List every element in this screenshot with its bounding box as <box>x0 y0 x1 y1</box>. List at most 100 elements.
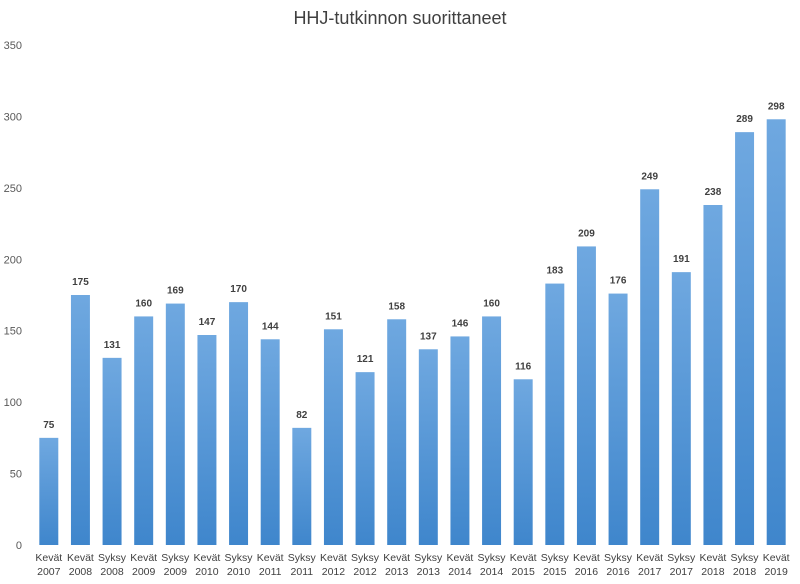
bar <box>418 349 438 545</box>
x-tick-label-year: 2015 <box>543 566 567 578</box>
data-label: 170 <box>230 284 247 295</box>
data-label: 298 <box>768 101 785 112</box>
bar <box>450 336 470 545</box>
x-tick-label-year: 2017 <box>638 566 662 578</box>
bar <box>608 293 628 545</box>
bar <box>39 437 59 545</box>
bar <box>260 339 280 545</box>
bars <box>39 119 786 546</box>
y-tick-label: 350 <box>4 40 22 52</box>
x-tick-label-year: 2009 <box>164 566 188 578</box>
data-label: 169 <box>167 286 184 297</box>
bar <box>640 189 660 546</box>
bar <box>197 335 217 545</box>
bar <box>355 372 375 545</box>
x-tick-label-season: Kevät <box>510 552 537 564</box>
x-tick-label-season: Syksy <box>225 552 254 564</box>
data-label: 191 <box>673 254 690 265</box>
data-label: 158 <box>388 301 405 312</box>
x-tick-label-season: Syksy <box>288 552 317 564</box>
y-tick-label: 0 <box>16 540 22 552</box>
x-tick-label-year: 2019 <box>765 566 789 578</box>
x-tick-label-season: Kevät <box>320 552 347 564</box>
y-tick-label: 250 <box>4 183 22 195</box>
x-tick-label-year: 2008 <box>100 566 124 578</box>
x-tick-label-season: Kevät <box>194 552 221 564</box>
x-tick-label-season: Syksy <box>731 552 760 564</box>
x-tick-label-season: Kevät <box>257 552 284 564</box>
x-tick-label-year: 2018 <box>733 566 757 578</box>
x-tick-label-season: Kevät <box>383 552 410 564</box>
bar <box>292 427 312 545</box>
x-tick-label-year: 2011 <box>291 566 314 578</box>
y-tick-label: 200 <box>4 254 22 266</box>
data-label: 116 <box>515 361 532 372</box>
x-tick-label-season: Syksy <box>604 552 633 564</box>
bar <box>229 302 249 545</box>
x-tick-label-year: 2016 <box>575 566 599 578</box>
x-tick-label-year: 2011 <box>259 566 282 578</box>
y-tick-label: 300 <box>4 111 22 123</box>
y-tick-label: 100 <box>4 397 22 409</box>
x-tick-label-season: Kevät <box>130 552 157 564</box>
x-tick-label-season: Kevät <box>763 552 790 564</box>
data-label: 137 <box>420 331 437 342</box>
data-label: 238 <box>705 187 722 198</box>
x-tick-label-season: Syksy <box>161 552 190 564</box>
y-tick-label: 150 <box>4 326 22 338</box>
x-tick-label-year: 2010 <box>227 566 251 578</box>
chart-title: HHJ-tutkinnon suorittaneet <box>293 8 507 28</box>
x-tick-label-year: 2013 <box>417 566 441 578</box>
data-label: 82 <box>296 410 308 421</box>
x-tick-label-season: Syksy <box>478 552 507 564</box>
x-tick-label-year: 2007 <box>37 566 61 578</box>
bar <box>513 379 533 545</box>
x-tick-label-season: Syksy <box>351 552 380 564</box>
bar <box>671 272 691 545</box>
x-tick-label-year: 2015 <box>512 566 536 578</box>
x-tick-label-year: 2013 <box>385 566 409 578</box>
x-tick-label-season: Kevät <box>573 552 600 564</box>
bar <box>703 205 723 545</box>
x-tick-label-season: Kevät <box>447 552 474 564</box>
x-axis-labels: Kevät 2007 Kevät 2008 Syksy 2008 Kevät 2009 Syks… <box>35 552 789 578</box>
y-axis-ticks: 0 50 100 150 200 250 300 350 <box>4 40 22 552</box>
data-label: 289 <box>736 114 753 125</box>
bar <box>134 316 154 545</box>
bar <box>102 357 122 545</box>
data-label: 151 <box>325 311 342 322</box>
x-tick-label-season: Kevät <box>67 552 94 564</box>
x-tick-label-season: Syksy <box>98 552 127 564</box>
data-label: 160 <box>135 298 152 309</box>
x-tick-label-year: 2017 <box>670 566 694 578</box>
x-tick-label-season: Kevät <box>636 552 663 564</box>
data-label: 175 <box>72 277 89 288</box>
data-labels: 75 175 131 160 169 147 170 144 82 151 121 158 137 146… <box>43 101 785 431</box>
x-tick-label-season: Syksy <box>541 552 570 564</box>
data-label: 144 <box>262 321 279 332</box>
x-tick-label-year: 2010 <box>195 566 219 578</box>
x-tick-label-year: 2009 <box>132 566 156 578</box>
data-label: 146 <box>452 318 469 329</box>
data-label: 209 <box>578 228 595 239</box>
x-tick-label-season: Kevät <box>700 552 727 564</box>
x-tick-label-season: Kevät <box>35 552 62 564</box>
x-tick-label-year: 2018 <box>701 566 725 578</box>
bar <box>165 303 185 545</box>
x-tick-label-season: Syksy <box>414 552 443 564</box>
bar <box>70 295 90 545</box>
bar <box>766 119 786 546</box>
bar <box>323 329 343 545</box>
x-tick-label-season: Syksy <box>667 552 696 564</box>
bar <box>576 246 596 545</box>
data-label: 75 <box>43 420 55 431</box>
bar <box>387 319 407 545</box>
data-label: 121 <box>357 354 374 365</box>
data-label: 176 <box>610 276 627 287</box>
x-tick-label-year: 2008 <box>69 566 93 578</box>
data-label: 249 <box>641 171 658 182</box>
bar <box>482 316 502 545</box>
x-tick-label-year: 2014 <box>480 566 504 578</box>
y-tick-label: 50 <box>10 469 22 481</box>
